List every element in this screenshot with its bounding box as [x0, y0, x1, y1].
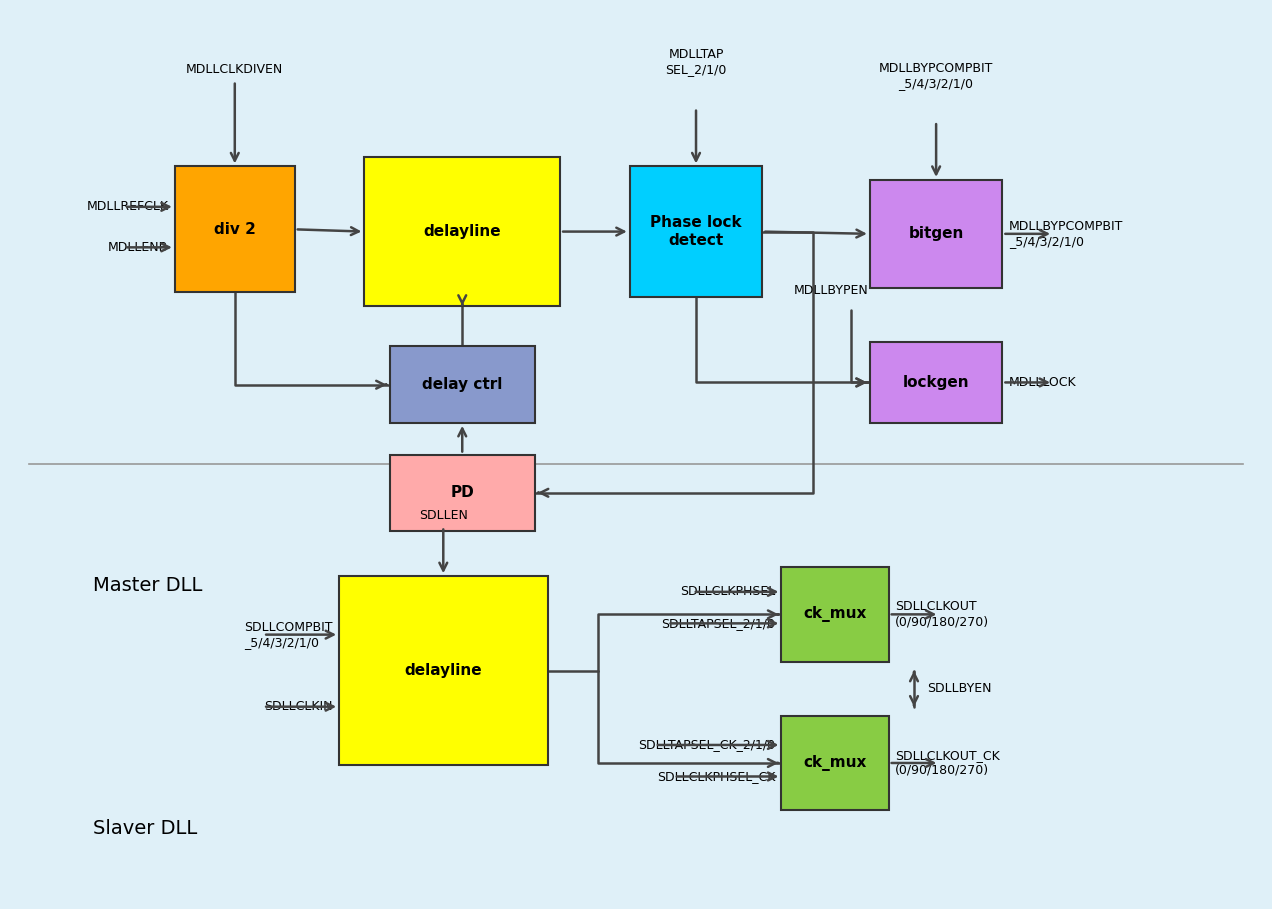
Text: MDLLBYPEN: MDLLBYPEN [794, 284, 869, 297]
Text: SDLLCOMPBIT
_5/4/3/2/1/0: SDLLCOMPBIT _5/4/3/2/1/0 [244, 621, 333, 649]
Text: SDLLCLKPHSEL_CK: SDLLCLKPHSEL_CK [656, 770, 775, 783]
Text: ck_mux: ck_mux [804, 755, 866, 771]
FancyBboxPatch shape [174, 166, 295, 293]
Text: div 2: div 2 [214, 222, 256, 237]
FancyBboxPatch shape [630, 166, 762, 297]
Text: SDLLCLKPHSEL: SDLLCLKPHSEL [679, 585, 775, 598]
FancyBboxPatch shape [364, 157, 560, 306]
Text: MDLLENB: MDLLENB [108, 241, 168, 254]
Text: PD: PD [450, 485, 474, 500]
FancyBboxPatch shape [781, 567, 889, 662]
FancyBboxPatch shape [870, 180, 1002, 288]
Text: Phase lock
detect: Phase lock detect [650, 215, 742, 248]
Text: Slaver DLL: Slaver DLL [93, 819, 197, 838]
Text: SDLLTAPSEL_2/1/0: SDLLTAPSEL_2/1/0 [661, 617, 775, 630]
Text: MDLLLOCK: MDLLLOCK [1009, 376, 1076, 389]
Text: SDLLCLKOUT
(0/90/180/270): SDLLCLKOUT (0/90/180/270) [895, 600, 990, 628]
FancyBboxPatch shape [870, 342, 1002, 423]
Text: SDLLBYEN: SDLLBYEN [926, 682, 991, 695]
Text: SDLLCLKIN: SDLLCLKIN [265, 700, 333, 714]
Text: SDLLTAPSEL_CK_2/1/0: SDLLTAPSEL_CK_2/1/0 [637, 738, 775, 752]
Text: ck_mux: ck_mux [804, 606, 866, 623]
Text: bitgen: bitgen [908, 226, 964, 241]
Text: delay ctrl: delay ctrl [422, 377, 502, 392]
Text: MDLLBYPCOMPBIT
_5/4/3/2/1/0: MDLLBYPCOMPBIT _5/4/3/2/1/0 [879, 62, 993, 90]
Text: MDLLREFCLK: MDLLREFCLK [86, 200, 168, 214]
Text: MDLLBYPCOMPBIT
_5/4/3/2/1/0: MDLLBYPCOMPBIT _5/4/3/2/1/0 [1009, 220, 1123, 248]
Text: SDLLCLKOUT_CK
(0/90/180/270): SDLLCLKOUT_CK (0/90/180/270) [895, 749, 1000, 777]
Text: lockgen: lockgen [903, 375, 969, 390]
Text: delayline: delayline [424, 225, 501, 239]
Text: SDLLEN: SDLLEN [418, 509, 468, 522]
FancyBboxPatch shape [340, 576, 547, 765]
Text: MDLLTAP
SEL_2/1/0: MDLLTAP SEL_2/1/0 [665, 48, 726, 76]
FancyBboxPatch shape [389, 454, 536, 531]
Text: MDLLCLKDIVEN: MDLLCLKDIVEN [186, 64, 284, 76]
FancyBboxPatch shape [389, 346, 536, 423]
FancyBboxPatch shape [781, 715, 889, 810]
Text: delayline: delayline [404, 664, 482, 678]
Text: Master DLL: Master DLL [93, 575, 202, 594]
